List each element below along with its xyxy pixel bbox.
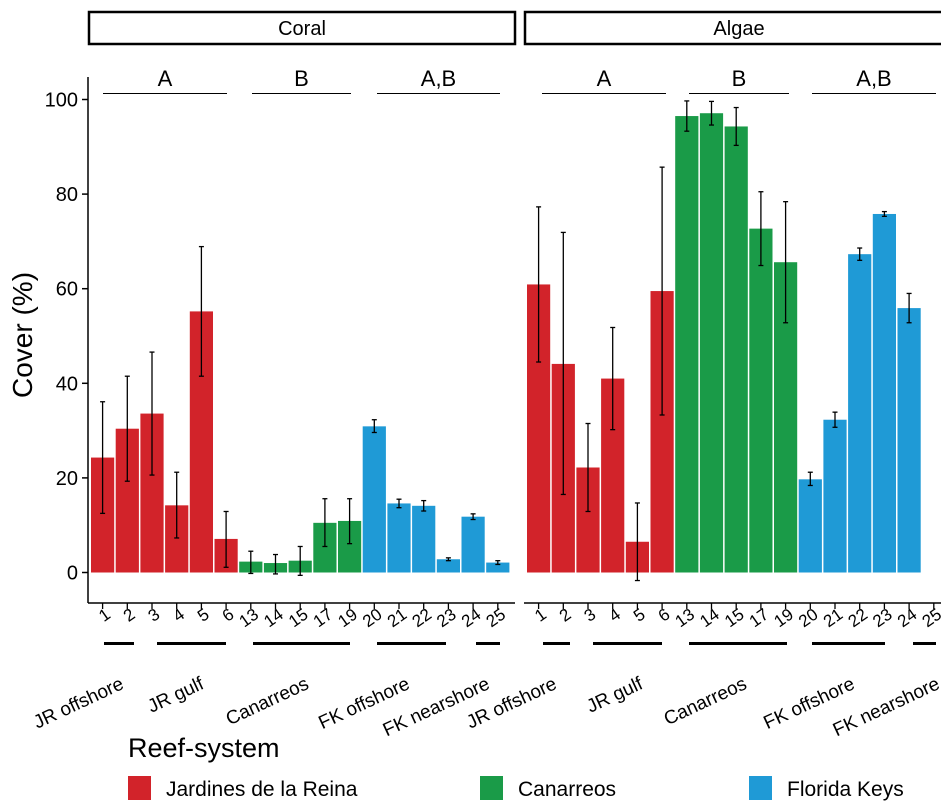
x-tick-label-site-4: 4 [169,605,188,626]
x-tick-label-site-3: 3 [145,605,164,626]
strip-label-algae: Algae [713,18,764,40]
legend-label: Florida Keys [787,778,904,801]
legend-label: Jardines de la Reina [166,778,358,801]
legend-swatch [480,776,503,800]
group-label: JR gulf [145,673,208,717]
group-label: JR gulf [584,673,647,717]
x-tick-label-site-3: 3 [581,605,600,626]
bar-site-24 [461,516,485,573]
x-tick-label-site-21: 21 [384,605,410,631]
bar-site-20 [362,426,386,573]
legend-swatch [749,776,772,800]
x-tick-label-site-19: 19 [770,605,796,631]
strip-label-coral: Coral [278,18,326,40]
bar-site-22 [848,254,872,573]
x-tick-label-site-13: 13 [236,605,262,631]
strip-algae [523,10,941,46]
y-tick-label-80: 80 [56,184,78,206]
bar-site-20 [798,479,822,573]
x-tick-label-site-22: 22 [845,605,871,631]
bar-site-22 [412,505,436,573]
bar-site-1 [527,284,551,573]
x-tick-label-site-24: 24 [458,605,484,631]
bar-site-4 [165,505,189,573]
y-tick-label-100: 100 [45,90,78,112]
x-tick-label-site-22: 22 [409,605,435,631]
bar-site-17 [749,228,773,573]
bar-site-23 [872,213,896,573]
x-tick-label-site-15: 15 [285,605,311,631]
bar-site-15 [724,126,748,573]
significance-label: A [597,66,612,91]
x-tick-label-site-14: 14 [260,605,286,631]
legend-swatch [128,776,151,800]
x-tick-label-site-2: 2 [120,605,139,626]
x-tick-label-site-17: 17 [746,605,772,631]
significance-label: B [294,66,309,91]
y-axis-title: Cover (%) [7,272,38,398]
bar-site-24 [897,308,921,573]
group-label: JR offshore [30,673,127,733]
bar-site-13 [675,116,699,573]
bar-site-25 [486,562,510,573]
y-tick-label-60: 60 [56,279,78,301]
x-tick-label-site-19: 19 [334,605,360,631]
bar-site-1 [91,457,115,573]
bar-site-21 [823,419,847,573]
bar-site-3 [140,413,164,573]
significance-label: A,B [856,66,891,91]
bar-site-17 [313,522,337,573]
bar-site-6 [650,291,674,573]
bar-site-23 [436,559,460,573]
bar-site-2 [115,428,139,573]
x-tick-label-site-5: 5 [630,605,649,626]
x-tick-label-site-21: 21 [820,605,846,631]
significance-label: A [158,66,173,91]
bar-site-4 [601,378,625,573]
legend: Reef-system Jardines de la Reina Canarreo… [128,733,904,801]
x-tick-label-site-13: 13 [672,605,698,631]
x-tick-label-site-17: 17 [310,605,336,631]
group-label: Canarreos [661,673,750,730]
x-tick-label-site-2: 2 [556,605,575,626]
x-tick-label-site-1: 1 [95,605,114,626]
strip-coral [87,10,517,46]
group-label: Canarreos [223,673,312,730]
legend-label: Canarreos [518,778,616,801]
x-tick-label-site-20: 20 [795,605,821,631]
significance-label: A,B [421,66,456,91]
bar-site-21 [387,503,411,573]
x-tick-label-site-25: 25 [483,605,509,631]
bar-site-5 [189,311,213,573]
x-tick-label-site-4: 4 [605,605,624,626]
x-tick-label-site-1: 1 [531,605,550,626]
x-tick-label-site-23: 23 [869,605,895,631]
x-tick-label-site-24: 24 [894,605,920,631]
bar-site-19 [338,520,362,573]
legend-title: Reef-system [128,733,280,763]
bar-site-19 [774,262,798,573]
x-tick-label-site-20: 20 [359,605,385,631]
x-tick-label-site-5: 5 [194,605,213,626]
x-tick-label-site-14: 14 [696,605,722,631]
x-tick-label-site-25: 25 [919,605,941,631]
y-tick-label-0: 0 [67,563,78,585]
x-tick-label-site-15: 15 [721,605,747,631]
significance-label: B [732,66,747,91]
bar-site-14 [699,113,724,573]
y-tick-label-40: 40 [56,373,78,395]
bar-site-3 [576,467,600,573]
y-tick-label-20: 20 [56,468,78,490]
x-tick-label-site-23: 23 [433,605,459,631]
